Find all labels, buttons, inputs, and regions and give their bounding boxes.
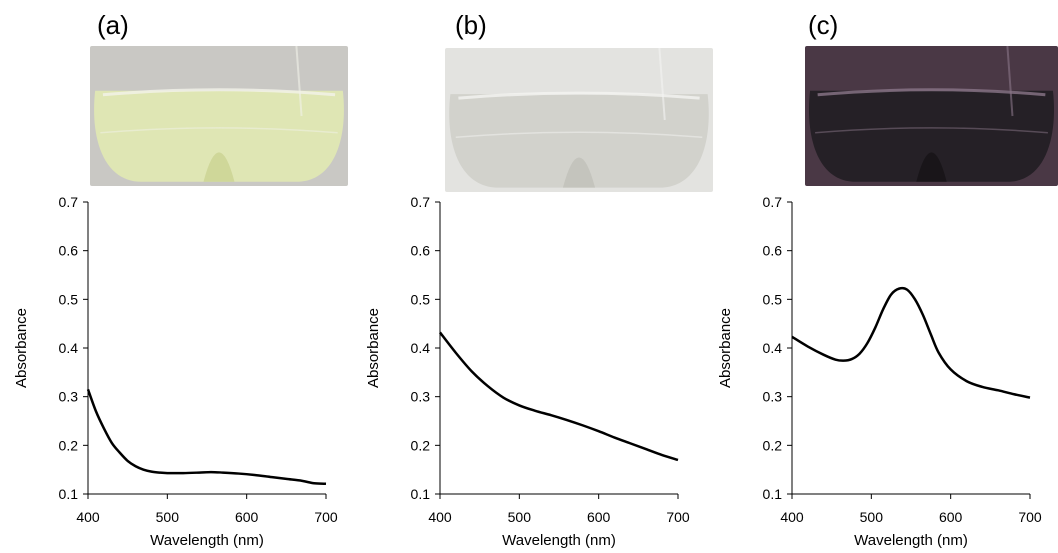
y-tick-label: 0.1 (59, 486, 79, 502)
flask-liquid (94, 90, 344, 182)
y-tick-label: 0.7 (411, 194, 431, 210)
glass-reflection (100, 127, 338, 134)
flask-photo (805, 46, 1058, 186)
x-axis-title: Wavelength (nm) (854, 532, 968, 549)
x-tick-label: 600 (939, 509, 963, 525)
x-tick-label: 700 (666, 509, 690, 525)
x-tick-label: 500 (508, 509, 532, 525)
absorbance-chart: 0.1 0.2 0.3 0.4 0.5 0.6 0.7 400 500 600 700 Wavelen… (365, 194, 690, 549)
glass-edge (1006, 46, 1014, 117)
flask-liquid (808, 90, 1055, 182)
absorbance-series-line (86, 388, 327, 486)
flask-liquid (449, 94, 709, 188)
x-tick-label: 600 (235, 509, 259, 525)
y-tick-label: 0.4 (59, 340, 79, 356)
y-axis-title: Absorbance (13, 308, 30, 388)
x-tick-label: 400 (76, 509, 100, 525)
y-tick-label: 0.5 (763, 291, 783, 307)
x-tick-label: 400 (780, 509, 804, 525)
flask-bottom-dome (916, 152, 947, 182)
liquid-surface (817, 88, 1046, 97)
y-tick-label: 0.4 (411, 340, 431, 356)
y-tick-label: 0.4 (763, 340, 783, 356)
y-tick-label: 0.1 (411, 486, 431, 502)
y-tick-label: 0.7 (59, 194, 79, 210)
panel-label: (c) (808, 10, 839, 40)
panel-b: (b) 0.1 0.2 0.3 0.4 0.5 0.6 0.7 400 500 600 700 Wav… (352, 0, 713, 553)
y-tick-label: 0.2 (411, 437, 431, 453)
y-tick-label: 0.6 (763, 243, 783, 259)
y-tick-label: 0.2 (763, 437, 783, 453)
y-tick-label: 0.5 (59, 291, 79, 307)
x-axis-title: Wavelength (nm) (150, 532, 264, 549)
panel-a: (a) 0.1 0.2 0.3 0.4 0.5 0.6 0.7 400 500 600 700 Wav… (0, 0, 352, 553)
absorbance-chart: 0.1 0.2 0.3 0.4 0.5 0.6 0.7 400 500 600 700 Wavelen… (13, 194, 338, 549)
flask-bottom-dome (562, 157, 596, 188)
y-axis-title: Absorbance (365, 308, 382, 388)
x-tick-label: 600 (587, 509, 611, 525)
glass-edge (295, 46, 303, 117)
x-tick-label: 500 (156, 509, 180, 525)
y-tick-label: 0.6 (59, 243, 79, 259)
y-tick-label: 0.3 (411, 389, 431, 405)
y-tick-label: 0.3 (763, 389, 783, 405)
x-tick-label: 700 (1018, 509, 1042, 525)
x-axis-title: Wavelength (nm) (502, 532, 616, 549)
y-tick-label: 0.6 (411, 243, 431, 259)
liquid-surface (102, 88, 336, 97)
absorbance-series-line (791, 286, 1031, 399)
absorbance-series-line (439, 331, 679, 462)
glass-reflection (815, 127, 1048, 134)
y-tick-label: 0.7 (763, 194, 783, 210)
panel-c: (c) 0.1 0.2 0.3 0.4 0.5 0.6 0.7 400 500 600 700 Wav… (704, 0, 1058, 553)
panel-label: (b) (455, 10, 487, 40)
y-tick-label: 0.1 (763, 486, 783, 502)
y-tick-label: 0.3 (59, 389, 79, 405)
flask-photo (445, 48, 713, 192)
panel-label: (a) (97, 10, 129, 40)
flask-photo (90, 46, 348, 186)
liquid-surface (458, 91, 700, 100)
x-tick-label: 500 (860, 509, 884, 525)
flask-bottom-dome (203, 152, 235, 182)
y-tick-label: 0.5 (411, 291, 431, 307)
y-axis-title: Absorbance (717, 308, 734, 388)
x-tick-label: 700 (314, 509, 338, 525)
glass-edge (658, 48, 666, 121)
x-tick-label: 400 (428, 509, 452, 525)
absorbance-chart: 0.1 0.2 0.3 0.4 0.5 0.6 0.7 400 500 600 700 Wavelen… (717, 194, 1042, 549)
glass-reflection (455, 131, 703, 139)
y-tick-label: 0.2 (59, 437, 79, 453)
